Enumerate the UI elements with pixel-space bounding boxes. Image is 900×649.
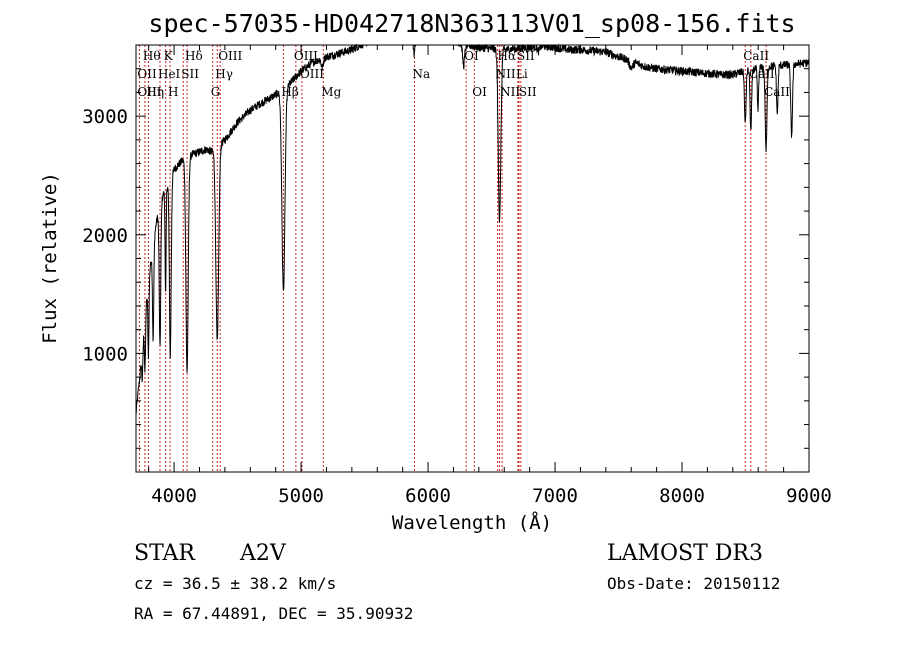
x-tick-label: 4000 (151, 485, 197, 507)
line-marker-label: OI (472, 85, 487, 99)
redshift-cz: cz = 36.5 ± 38.2 km/s (134, 574, 336, 593)
line-marker-labels: OIIOIIIHθHηHeIKHSIIHδGHγOIIIHβOIIIOIIIMg… (137, 49, 790, 99)
y-axis-ticks: 1000 2000 3000 (82, 68, 809, 449)
x-axis-label: Wavelength (Å) (392, 511, 552, 534)
line-marker-label: H (168, 85, 178, 99)
object-class: STAR (134, 541, 196, 566)
y-tick-label: 3000 (82, 106, 128, 128)
observation-date: Obs-Date: 20150112 (607, 574, 780, 593)
line-marker-label: NII (500, 85, 520, 99)
line-marker-label: K (164, 49, 174, 63)
line-marker-label: SII (181, 67, 199, 81)
chart-title: spec-57035-HD042718N363113V01_sp08-156.f… (148, 9, 795, 38)
line-marker-label: Hη (146, 85, 164, 99)
plot-frame (135, 44, 810, 473)
survey-name: LAMOST DR3 (607, 541, 763, 566)
line-marker-label: CaII (743, 49, 769, 63)
line-marker-label: CaII (764, 85, 790, 99)
line-marker-label: OII (137, 67, 157, 81)
line-marker-label: Na (412, 67, 430, 81)
line-marker-label: Mg (321, 85, 341, 99)
coordinates: RA = 67.44891, DEC = 35.90932 (134, 604, 413, 623)
line-marker-label: Hγ (215, 67, 233, 81)
line-marker-label: SII (517, 49, 535, 63)
x-axis-ticks: 4000 5000 6000 7000 8000 9000 (148, 45, 832, 507)
line-marker-label: Li (516, 67, 528, 81)
x-tick-label: 7000 (532, 485, 578, 507)
line-marker-label: OI (464, 49, 479, 63)
x-tick-label: 6000 (405, 485, 451, 507)
spectrum-line (135, 43, 810, 414)
x-tick-label: 8000 (659, 485, 705, 507)
line-marker-label: NII (496, 67, 516, 81)
line-marker-label: Hβ (281, 85, 298, 99)
x-tick-label: 9000 (786, 485, 832, 507)
y-axis-label: Flux (relative) (39, 172, 61, 344)
object-subclass: A2V (239, 541, 287, 566)
y-tick-label: 2000 (82, 225, 128, 247)
line-marker-label: OIII (137, 85, 161, 99)
line-marker-label: SII (519, 85, 537, 99)
line-marker-label: OIII (218, 49, 242, 63)
line-marker-label: Hδ (185, 49, 203, 63)
line-marker-label: G (211, 85, 221, 99)
line-markers (138, 45, 767, 472)
line-marker-label: Hθ (143, 49, 161, 63)
x-tick-label: 5000 (278, 485, 324, 507)
y-tick-label: 1000 (82, 343, 128, 365)
line-marker-label: HeI (158, 67, 181, 81)
